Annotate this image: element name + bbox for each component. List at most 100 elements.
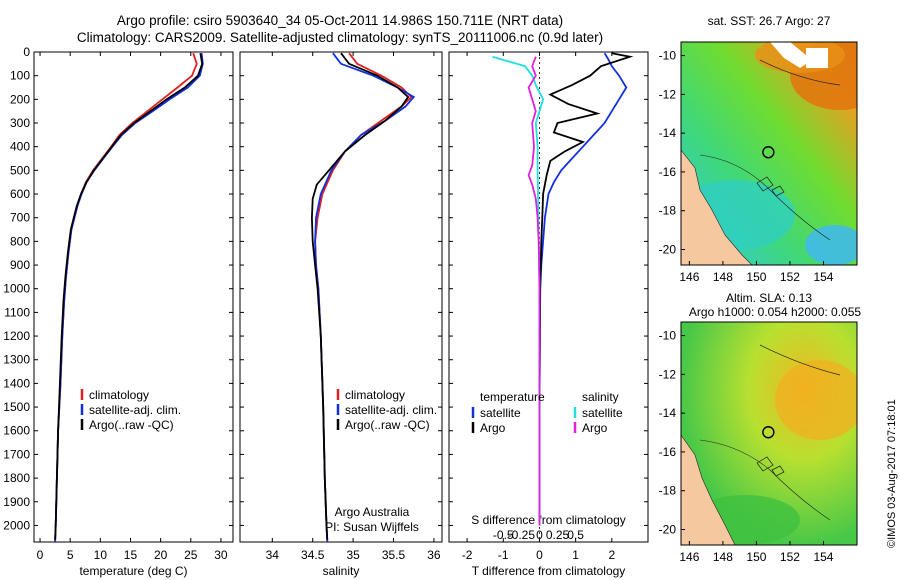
difference-series-salinity-satellite — [492, 55, 545, 526]
sla-map-lat-label: -20 — [659, 522, 677, 536]
coastline-land — [681, 434, 736, 545]
sst-map-argo-position-marker — [762, 146, 775, 159]
sst-map-lon-label: 152 — [780, 270, 800, 284]
temperature-x-tick-label: 30 — [214, 548, 228, 562]
pressure-tick-label: 700 — [10, 211, 30, 225]
temperature-legend-label: Argo(..raw -QC) — [89, 418, 174, 432]
pressure-tick-label: 500 — [10, 163, 30, 177]
pressure-tick-label: 2000 — [3, 518, 30, 532]
salinity-x-tick-label: 34.5 — [301, 548, 325, 562]
difference-plot-frame — [448, 51, 649, 543]
sla-high-patch — [775, 360, 857, 440]
difference-legend-title: salinity — [582, 390, 619, 404]
sla-map-lon-label: 148 — [713, 550, 733, 564]
difference-x-tick-label: 1 — [572, 548, 579, 562]
difference-x-tick-label: 2 — [608, 548, 615, 562]
salinity-legend-label: satellite-adj. clim. — [345, 403, 437, 417]
temperature-series-argo-raw-qc- — [54, 53, 204, 540]
reef-outline — [756, 456, 774, 472]
sla-map-lon-label: 150 — [746, 550, 766, 564]
salinity-x-tick-label: 34 — [266, 548, 280, 562]
difference-x-tick-label: 0 — [536, 548, 543, 562]
difference-top-axis-label: S difference from climatology — [471, 513, 626, 527]
isobath-line — [699, 154, 831, 241]
temperature-x-axis-label: temperature (deg C) — [79, 564, 187, 578]
isobath-line — [699, 439, 831, 521]
sst-map-lat-label: -10 — [659, 49, 677, 63]
imos-stamp: ©IMOS 03-Aug-2017 07:18:01 — [886, 399, 898, 548]
temperature-x-tick-label: 5 — [67, 548, 74, 562]
sst-map-lon-label: 154 — [813, 270, 833, 284]
difference-x-tick-label: -1 — [498, 548, 509, 562]
pressure-tick-label: 800 — [10, 234, 30, 248]
sla-map-lon-label: 152 — [780, 550, 800, 564]
owner-annotation: Argo Australia — [335, 505, 410, 519]
pressure-tick-label: 900 — [10, 258, 30, 272]
reef-outline — [756, 176, 774, 192]
difference-top-tick-label: 0.5 — [567, 528, 584, 542]
sst-cool-patch — [805, 225, 857, 265]
sla-map-lat-label: -18 — [659, 484, 677, 498]
difference-legend-label: Argo — [480, 421, 506, 435]
salinity-series-argo-raw-qc- — [310, 52, 410, 540]
temperature-legend-label: climatology — [89, 388, 149, 402]
sst-map-lat-label: -12 — [659, 87, 677, 101]
sst-map-frame — [680, 41, 858, 266]
sla-map-subtitle: Argo h1000: 0.054 h2000: 0.055 — [689, 305, 861, 319]
pressure-tick-label: 1500 — [3, 400, 30, 414]
salinity-plot-frame — [239, 51, 443, 543]
pressure-tick-label: 300 — [10, 116, 30, 130]
sst-map — [681, 42, 857, 265]
pressure-tick-label: 1100 — [4, 305, 30, 319]
no-data-patch — [806, 48, 828, 68]
sst-map-lat-label: -20 — [659, 242, 677, 256]
difference-top-tick-label: 0.25 — [546, 528, 570, 542]
difference-x-tick-label: -2 — [462, 548, 473, 562]
temperature-x-tick-label: 25 — [184, 548, 198, 562]
salinity-x-axis-label: salinity — [323, 564, 360, 578]
no-data-patch — [770, 42, 812, 68]
sst-map-lon-label: 146 — [679, 270, 699, 284]
pressure-tick-label: 600 — [10, 187, 30, 201]
sla-map-lon-label: 154 — [813, 550, 833, 564]
sla-map-frame — [680, 321, 858, 546]
sla-map — [681, 322, 857, 545]
coast-line — [759, 59, 841, 86]
pressure-tick-label: 100 — [10, 69, 30, 83]
salinity-x-tick-label: 35.5 — [382, 548, 406, 562]
coast-line — [759, 344, 841, 376]
owner-annotation: PI: Susan Wijffels — [325, 520, 419, 534]
sst-map-lon-label: 150 — [746, 270, 766, 284]
sst-map-lon-label: 148 — [713, 270, 733, 284]
pressure-tick-label: 400 — [10, 140, 30, 154]
pressure-tick-label: 1900 — [3, 495, 30, 509]
sla-map-lon-label: 146 — [679, 550, 699, 564]
pressure-tick-label: 1200 — [3, 329, 30, 343]
pressure-tick-label: 1400 — [3, 376, 30, 390]
temperature-x-tick-label: 15 — [124, 548, 138, 562]
temperature-legend-label: satellite-adj. clim. — [89, 403, 181, 417]
salinity-x-tick-label: 35 — [346, 548, 360, 562]
pressure-tick-label: 0 — [23, 45, 30, 59]
pressure-tick-label: 1700 — [3, 447, 30, 461]
difference-series-salinity-argo — [527, 56, 541, 526]
temperature-x-tick-label: 10 — [94, 548, 108, 562]
difference-x-axis-label: T difference from climatology — [472, 564, 626, 578]
temperature-x-tick-label: 20 — [154, 548, 168, 562]
sst-map-lat-label: -18 — [659, 204, 677, 218]
sst-map-lat-label: -16 — [659, 165, 677, 179]
temperature-plot-frame — [33, 51, 234, 543]
figure-title-line1: Argo profile: csiro 5903640_34 05-Oct-20… — [116, 13, 564, 28]
pressure-tick-label: 1600 — [3, 424, 30, 438]
temperature-series-climatology — [54, 52, 198, 543]
sst-map-lat-label: -14 — [659, 126, 677, 140]
salinity-x-tick-label: 36 — [427, 548, 441, 562]
salinity-series-satellite-adj-clim- — [314, 52, 416, 543]
temperature-x-tick-label: 0 — [37, 548, 44, 562]
reef-outline — [771, 465, 785, 477]
sla-map-lat-label: -10 — [659, 329, 677, 343]
sst-map-title: sat. SST: 26.7 Argo: 27 — [708, 14, 831, 28]
difference-legend-label: satellite — [582, 406, 623, 420]
pressure-tick-label: 1000 — [3, 282, 30, 296]
